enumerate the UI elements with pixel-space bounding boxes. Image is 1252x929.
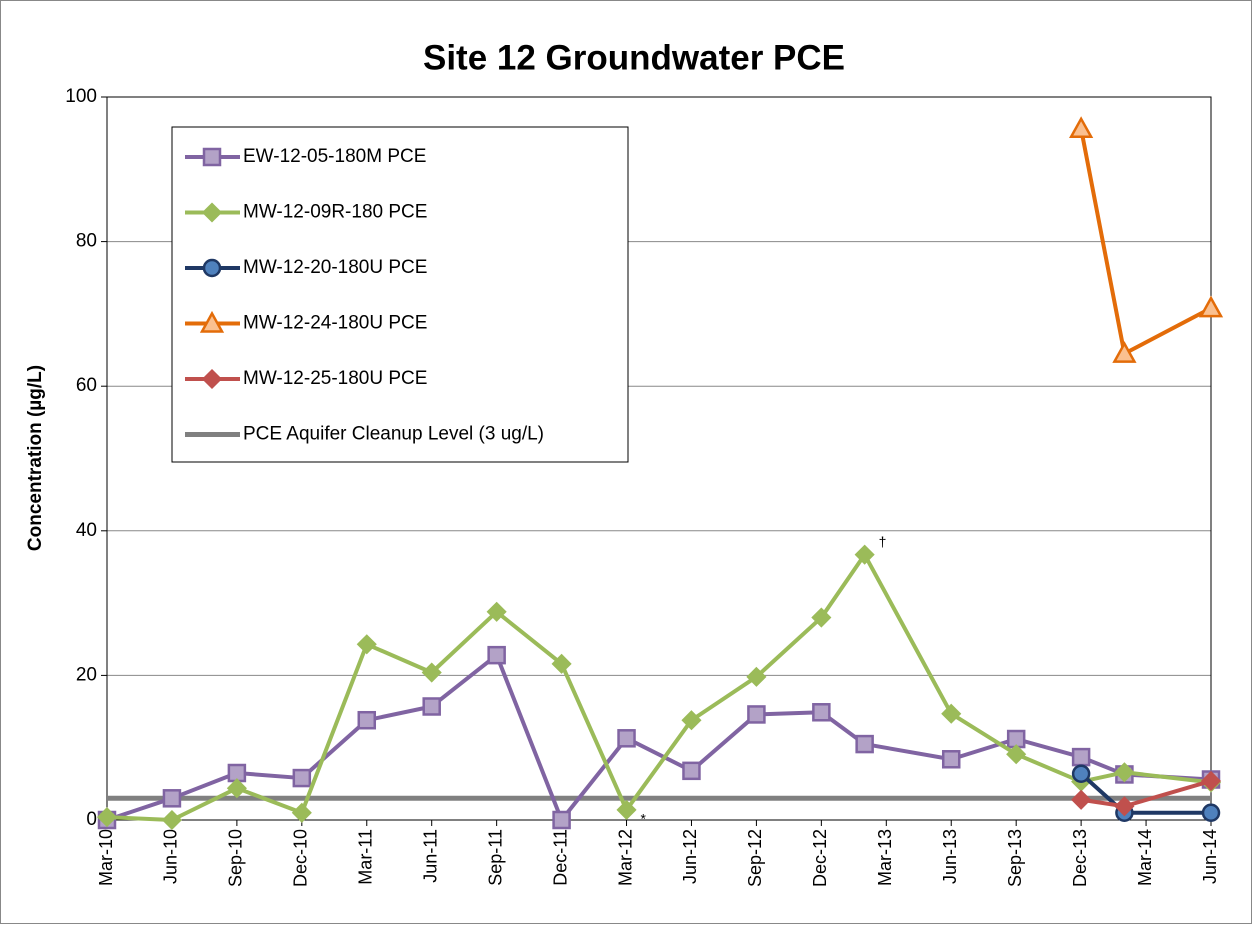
x-tick-label: Dec-13 <box>1070 829 1090 887</box>
legend-label: MW-12-24-180U PCE <box>243 313 427 334</box>
marker <box>617 729 636 748</box>
marker <box>422 697 441 716</box>
legend-label: EW-12-05-180M PCE <box>243 146 426 167</box>
x-tick-label: Mar-10 <box>96 829 116 886</box>
marker <box>1201 803 1221 823</box>
plot-area <box>106 96 1212 821</box>
marker <box>616 799 637 820</box>
y-tick-label: 20 <box>76 664 97 685</box>
marker <box>487 645 506 665</box>
legend-box <box>171 126 629 463</box>
marker <box>854 544 875 565</box>
marker <box>162 789 182 808</box>
marker <box>96 807 118 828</box>
marker <box>747 705 766 724</box>
x-tick-label: Jun-11 <box>420 829 440 883</box>
marker <box>486 601 507 622</box>
marker <box>1006 744 1027 765</box>
marker <box>1114 796 1135 817</box>
x-tick-label: Dec-11 <box>550 829 570 886</box>
marker <box>812 703 831 722</box>
marker <box>201 368 223 390</box>
x-tick-label: Dec-10 <box>291 829 311 887</box>
marker <box>1071 789 1092 810</box>
marker <box>292 768 312 788</box>
marker <box>1068 116 1094 139</box>
x-tick-label: Jun-12 <box>680 829 700 884</box>
marker <box>682 761 701 781</box>
x-tick-label: Jun-10 <box>161 829 181 884</box>
marker <box>357 710 377 730</box>
point-note: † <box>879 533 887 549</box>
series-line <box>106 653 1212 822</box>
marker <box>1198 295 1224 318</box>
x-tick-label: Dec-12 <box>810 829 830 887</box>
y-axis-label: Concentration (µg/L) <box>25 365 46 551</box>
marker <box>201 202 223 223</box>
legend-label: PCE Aquifer Cleanup Level (3 ug/L) <box>243 424 544 445</box>
x-tick-label: Mar-11 <box>356 829 376 885</box>
marker <box>1114 762 1135 783</box>
marker <box>202 258 222 278</box>
x-tick-label: Mar-14 <box>1135 829 1155 886</box>
legend-label: MW-12-25-180U PCE <box>243 368 427 389</box>
legend-label: MW-12-20-180U PCE <box>243 257 427 278</box>
marker <box>551 653 572 674</box>
x-tick-label: Mar-12 <box>615 829 635 886</box>
legend: EW-12-05-180M PCE MW-12-09R-180 PCE MW-12-… <box>171 126 629 463</box>
marker <box>1200 770 1222 792</box>
marker <box>161 809 183 831</box>
marker <box>552 810 571 830</box>
marker <box>199 310 225 333</box>
y-tick-label: 40 <box>76 520 97 541</box>
x-tick-label: Mar-13 <box>875 829 895 886</box>
marker <box>1071 764 1091 783</box>
marker <box>746 666 767 687</box>
marker <box>291 802 312 823</box>
marker <box>941 703 962 724</box>
y-tick-label: 0 <box>86 809 97 830</box>
x-tick-label: Sep-11 <box>485 829 505 886</box>
x-tick-label: Sep-13 <box>1005 829 1025 887</box>
marker <box>855 734 874 754</box>
marker <box>356 634 377 655</box>
marker <box>1112 341 1137 363</box>
marker <box>226 778 247 799</box>
x-tick-label: Sep-10 <box>226 829 246 887</box>
marker <box>421 662 442 683</box>
x-tick-label: Jun-13 <box>940 829 960 884</box>
legend-label: MW-12-09R-180 PCE <box>243 202 427 223</box>
x-tick-label: Jun-14 <box>1200 829 1220 884</box>
y-tick-label: 80 <box>76 231 97 252</box>
marker <box>811 607 832 628</box>
point-note: * <box>641 811 647 827</box>
y-tick-label: 60 <box>76 375 97 396</box>
marker <box>202 147 222 167</box>
marker <box>941 750 961 769</box>
marker <box>1071 747 1091 767</box>
chart-title: Site 12 Groundwater PCE <box>423 38 845 77</box>
x-tick-label: Sep-12 <box>745 829 765 887</box>
y-tick-label: 100 <box>65 86 97 107</box>
marker <box>681 710 702 731</box>
series-line <box>106 552 1212 822</box>
